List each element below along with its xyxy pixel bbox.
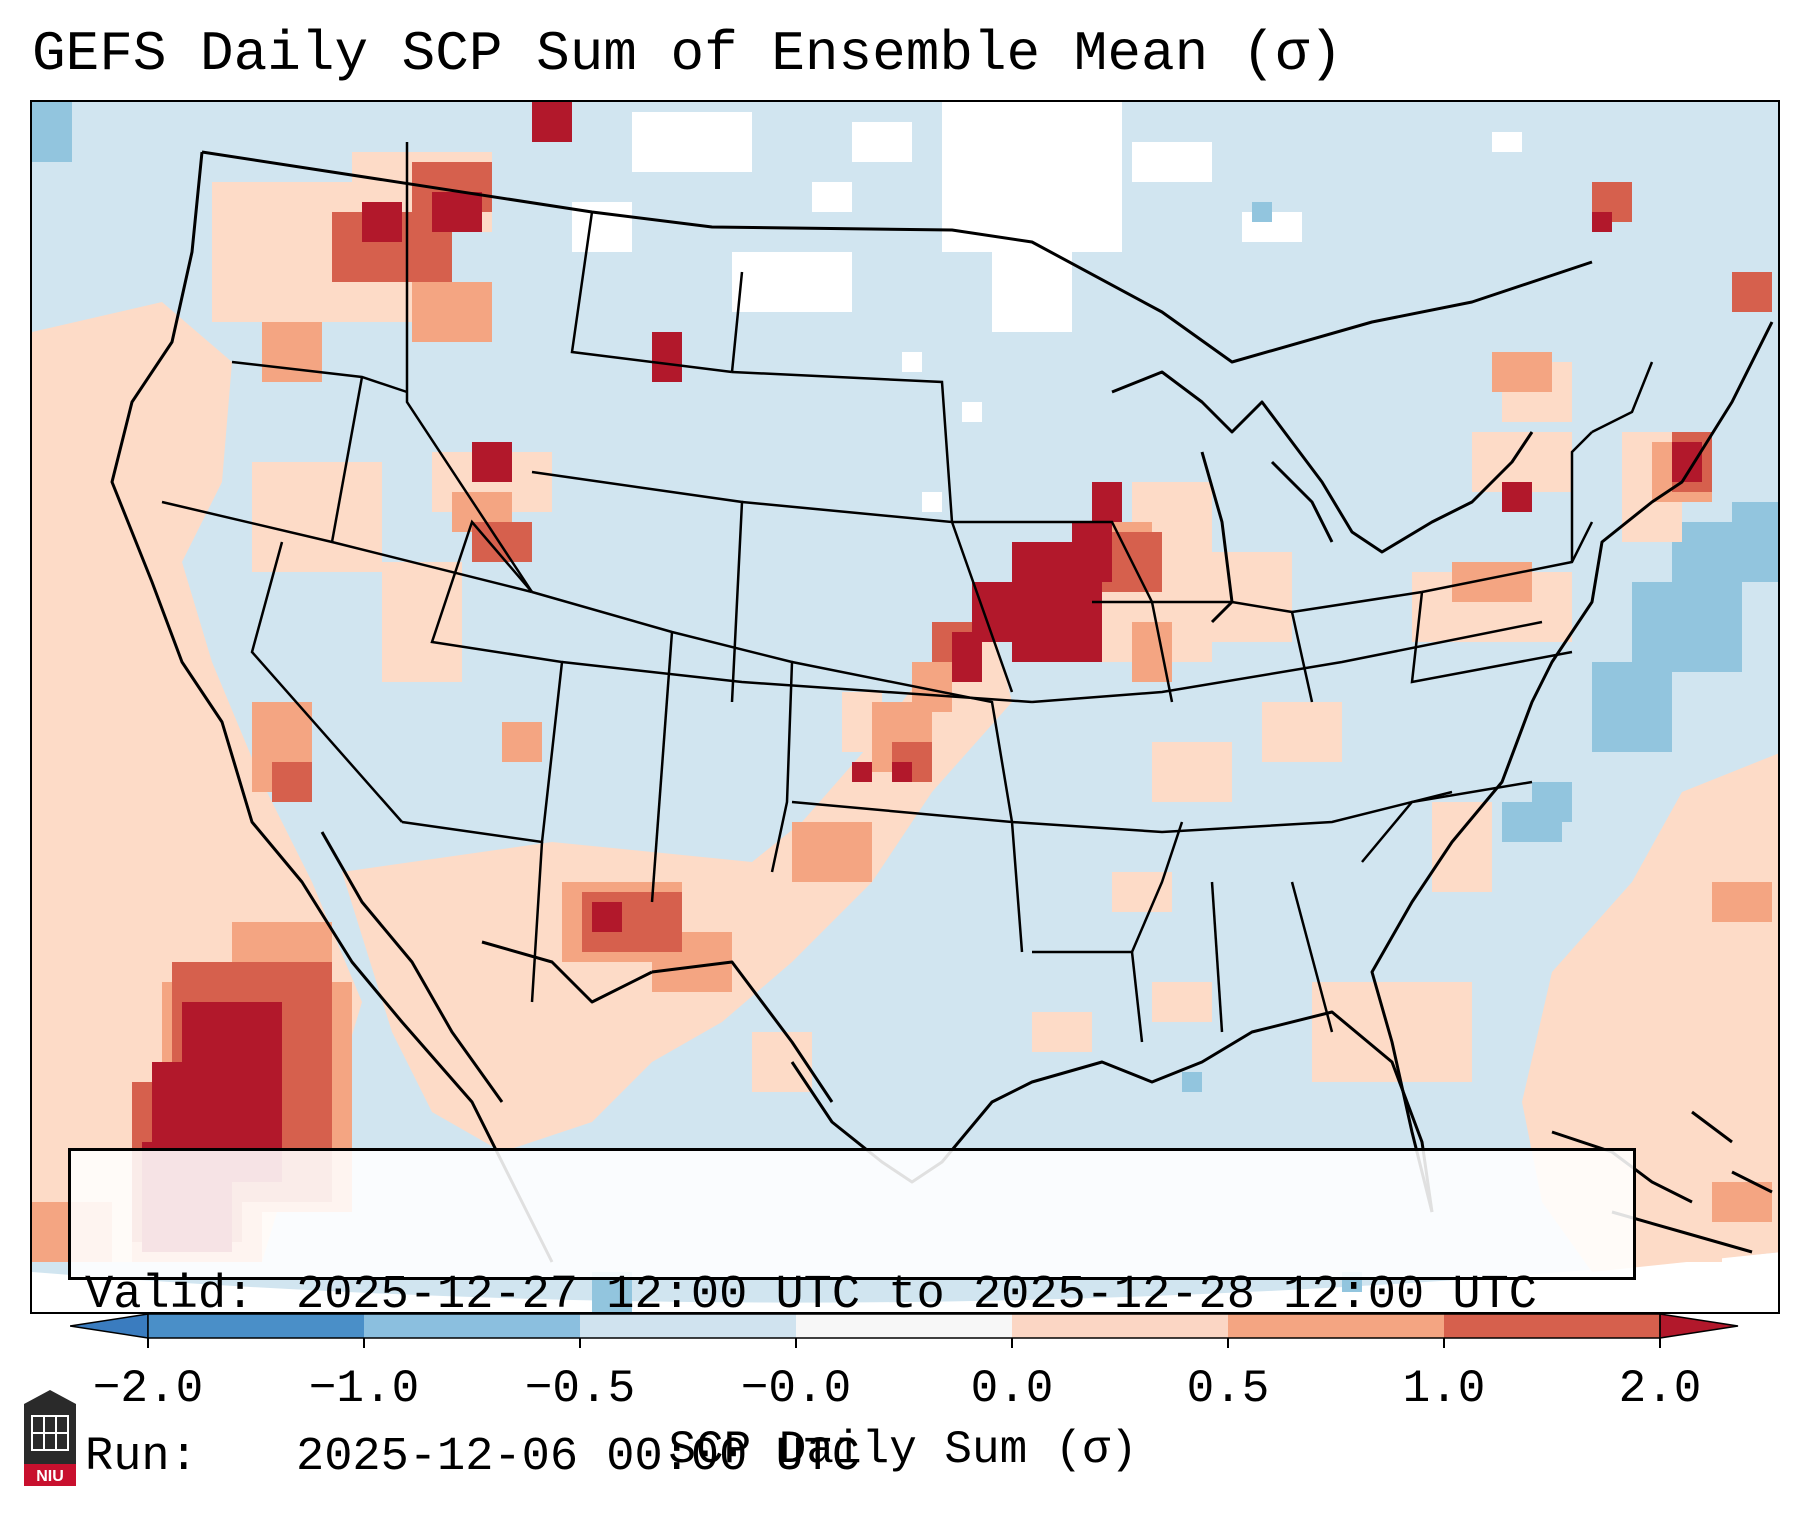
colorbar-tick-label: 2.0 xyxy=(1618,1363,1702,1415)
colorbar-tick-label: 0.0 xyxy=(970,1363,1054,1415)
colorbar-bin xyxy=(1444,1314,1660,1338)
colorbar-bin xyxy=(364,1314,580,1338)
map-panel xyxy=(30,100,1780,1314)
domain-edge-mask xyxy=(32,1252,1778,1312)
valid-value: 2025-12-27 12:00 UTC to 2025-12-28 12:00… xyxy=(296,1269,1538,1322)
valid-line: Valid: 2025-12-27 12:00 UTC to 2025-12-28… xyxy=(85,1269,1633,1323)
colorbar-tick-label: −0.5 xyxy=(524,1363,636,1415)
colorbar-bin xyxy=(796,1314,1012,1338)
colorbar-bin xyxy=(1012,1314,1228,1338)
colorbar-tick-label: −2.0 xyxy=(92,1363,204,1415)
colorbar-extend-low xyxy=(70,1314,149,1339)
run-key: Run: xyxy=(85,1431,198,1484)
colorbar-tick-label: −1.0 xyxy=(308,1363,420,1415)
colorbar-bin xyxy=(580,1314,796,1338)
run-line: Run: 2025-12-06 00:00 UTC xyxy=(85,1431,1633,1485)
coastlines-and-boundaries xyxy=(110,150,1774,1263)
colorbar-extend-high xyxy=(1659,1314,1739,1339)
colorbar-bin xyxy=(1228,1314,1444,1338)
missing-data-cells xyxy=(572,102,1522,512)
colorbar-tick-label: 1.0 xyxy=(1402,1363,1486,1415)
colorbar-label: SCP Daily Sum (σ) xyxy=(668,1424,1138,1476)
colorbar-tick-label: 0.5 xyxy=(1186,1363,1270,1415)
validity-info-box: Valid: 2025-12-27 12:00 UTC to 2025-12-28… xyxy=(68,1148,1636,1484)
colorbar-tick-label: −0.0 xyxy=(740,1363,852,1415)
state-boundaries xyxy=(161,142,1654,1043)
run-value: 2025-12-06 00:00 UTC xyxy=(296,1431,861,1484)
map-title: GEFS Daily SCP Sum of Ensemble Mean (σ) xyxy=(32,22,1343,86)
colorbar-ticks xyxy=(147,1338,1661,1348)
logo-text: NIU xyxy=(36,1468,64,1485)
niu-logo: NIU xyxy=(24,1390,76,1486)
colorbar-bin xyxy=(148,1314,364,1338)
valid-key: Valid: xyxy=(85,1269,255,1322)
map-canvas xyxy=(32,102,1778,1312)
colorbar xyxy=(70,1314,1739,1348)
